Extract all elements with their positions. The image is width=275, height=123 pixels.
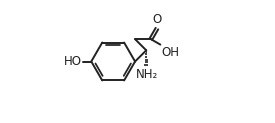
Text: HO: HO <box>64 55 82 68</box>
Text: NH₂: NH₂ <box>136 68 158 81</box>
Text: O: O <box>152 13 162 26</box>
Text: OH: OH <box>161 46 179 59</box>
